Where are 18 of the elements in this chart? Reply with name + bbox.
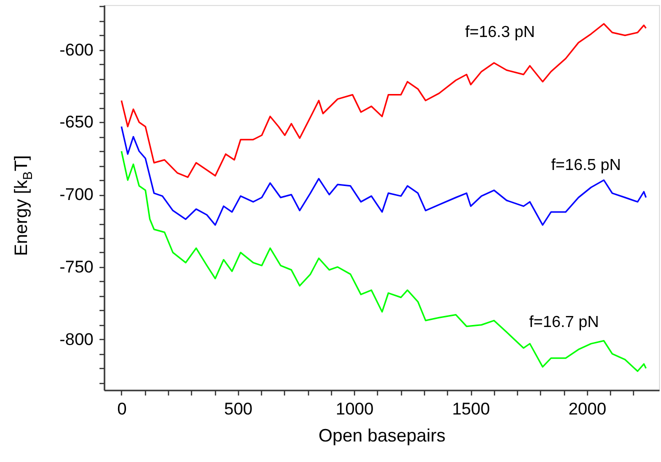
y-tick-label: -650 [59, 112, 94, 132]
series-label: f=16.5 pN [551, 157, 621, 174]
y-tick-label: -800 [59, 330, 94, 349]
x-tick-label: 500 [224, 400, 252, 418]
y-tick-label: -700 [59, 185, 94, 204]
x-tick-label: 1500 [452, 400, 490, 418]
x-tick-label: 1000 [336, 400, 374, 418]
series-label: f=16.7 pN [529, 314, 599, 331]
y-tick-label: -750 [59, 257, 94, 276]
line-series [120, 126, 647, 226]
x-tick-label: 2000 [568, 400, 606, 418]
x-axis-title: Open basepairs [318, 426, 446, 446]
series-label: f=16.3 pN [465, 24, 535, 41]
x-tick-label: 0 [117, 400, 127, 418]
y-axis-title: Energy [kBT] [11, 155, 35, 256]
line-series [120, 150, 647, 372]
y-tick-label: -600 [59, 40, 94, 60]
line-series [120, 23, 647, 178]
